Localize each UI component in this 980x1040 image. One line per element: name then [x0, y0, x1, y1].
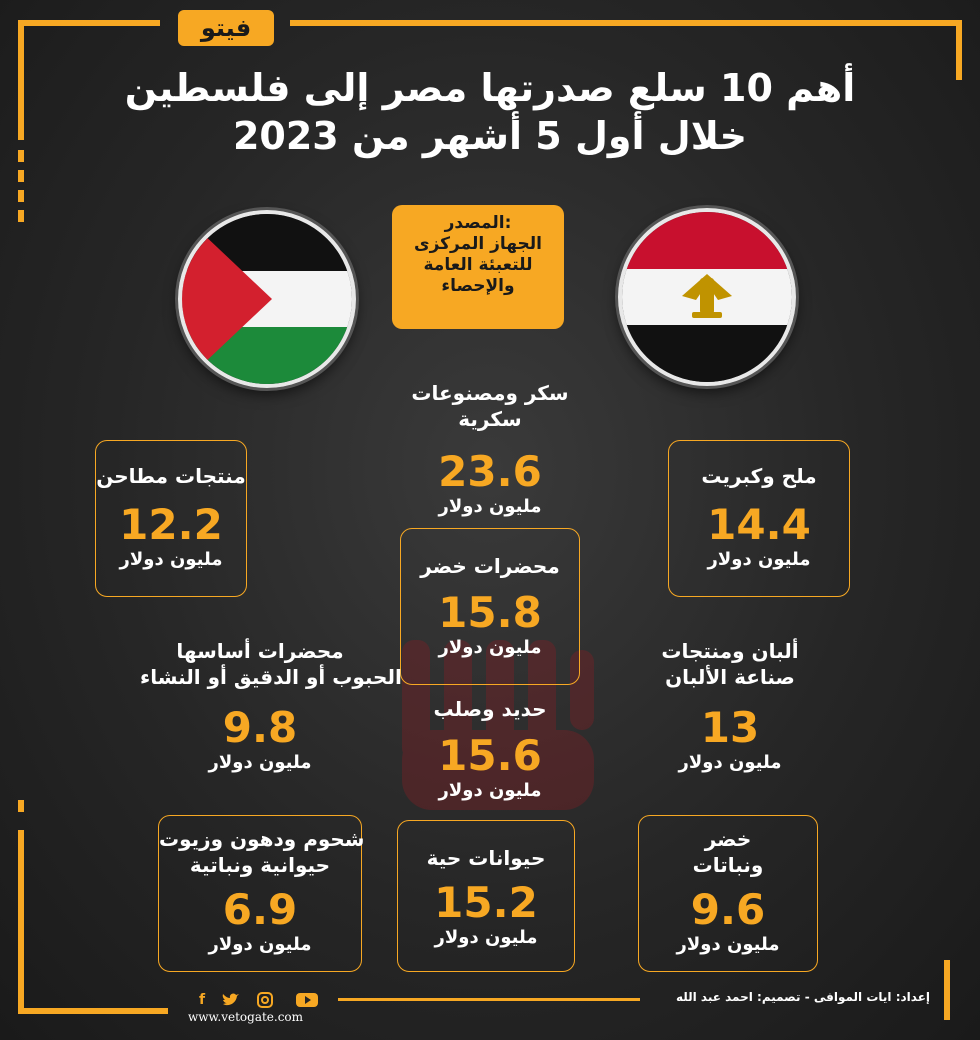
item-unit: مليون دولار: [434, 927, 538, 948]
frame-bottom-bar: [18, 1008, 168, 1014]
item-label: ألبان ومنتجات: [661, 639, 799, 663]
item-label: صناعة الألبان: [665, 665, 795, 689]
item-value: 13: [700, 703, 760, 752]
instagram-icon[interactable]: [256, 992, 274, 1008]
frame-left-bar: [18, 20, 24, 140]
frame-right-bottom-bar: [944, 960, 950, 1020]
twitter-icon[interactable]: [222, 992, 240, 1008]
item-mill-products: منتجات مطاحن 12.2 مليون دولار: [95, 440, 247, 597]
item-cereal-preparations: محضرات أساسها الحبوب أو الدقيق أو النشاء…: [140, 638, 402, 774]
item-unit: مليون دولار: [208, 934, 312, 955]
item-label: حديد وصلب: [433, 697, 547, 721]
frame-left-dash: [18, 170, 24, 182]
frame-left-bottom-bar: [18, 830, 24, 1010]
frame-left-dash: [18, 210, 24, 222]
title-line-2: خلال أول 5 أشهر من 2023: [232, 114, 748, 158]
item-value: 9.8: [222, 703, 298, 752]
item-value: 6.9: [222, 885, 298, 934]
item-value: 15.6: [438, 731, 542, 780]
item-unit: مليون دولار: [678, 752, 782, 773]
item-iron-steel: حديد وصلب 15.6 مليون دولار: [390, 696, 590, 802]
source-line-2: للتعبئة العامة: [423, 255, 533, 275]
source-line-1: الجهاز المركزى: [414, 234, 542, 254]
item-label: ملح وكبريت: [701, 464, 817, 488]
frame-top-bar: [18, 20, 160, 26]
egypt-flag: [618, 208, 796, 386]
frame-top-bar-right: [290, 20, 962, 26]
item-value: 12.2: [119, 500, 223, 549]
item-value: 15.8: [438, 588, 542, 637]
palestine-flag: [178, 210, 356, 388]
item-unit: مليون دولار: [707, 549, 811, 570]
item-unit: مليون دولار: [438, 780, 542, 801]
item-unit: مليون دولار: [119, 549, 223, 570]
item-vegetables-plants: خضر ونباتات 9.6 مليون دولار: [638, 815, 818, 972]
watermark-hand-icon: [402, 640, 594, 810]
source-label: المصدر:: [444, 213, 512, 233]
item-value: 15.2: [434, 878, 538, 927]
facebook-icon[interactable]: f: [198, 992, 206, 1008]
frame-left-dash: [18, 190, 24, 202]
item-sugar: سكر ومصنوعات سكرية 23.6 مليون دولار: [380, 380, 600, 518]
frame-right-bar: [956, 20, 962, 80]
source-line-3: والإحصاء: [441, 276, 515, 296]
item-value: 14.4: [707, 500, 811, 549]
frame-left-bottom-dash: [18, 800, 24, 812]
source-box: المصدر: الجهاز المركزى للتعبئة العامة وا…: [392, 205, 564, 329]
footer-divider: [338, 998, 640, 1001]
item-label: خضر: [704, 827, 752, 851]
item-fats-oils: شحوم ودهون وزيوت حيوانية ونباتية 6.9 ملي…: [158, 815, 365, 972]
item-label: حيوانات حية: [426, 846, 546, 870]
item-salt-sulfur: ملح وكبريت 14.4 مليون دولار: [668, 440, 850, 597]
website-url[interactable]: www.vetogate.com: [188, 1010, 304, 1024]
item-label: محضرات أساسها: [176, 639, 344, 663]
item-unit: مليون دولار: [438, 496, 542, 517]
item-live-animals: حيوانات حية 15.2 مليون دولار: [397, 820, 575, 972]
item-label: سكرية: [458, 407, 522, 431]
item-label: محضرات خضر: [420, 554, 560, 578]
item-label: شحوم ودهون وزيوت: [159, 827, 365, 851]
item-value: 23.6: [438, 447, 542, 496]
frame-left-dash: [18, 150, 24, 162]
title-line-1: أهم 10 سلع صدرتها مصر إلى فلسطين: [124, 66, 856, 110]
item-dairy: ألبان ومنتجات صناعة الألبان 13 مليون دول…: [630, 638, 830, 774]
item-label: سكر ومصنوعات: [411, 381, 569, 405]
item-unit: مليون دولار: [208, 752, 312, 773]
item-vegetable-preparations: محضرات خضر 15.8 مليون دولار: [400, 528, 580, 685]
item-unit: مليون دولار: [438, 637, 542, 658]
item-label: الحبوب أو الدقيق أو النشاء: [140, 665, 402, 689]
item-label: منتجات مطاحن: [96, 464, 246, 488]
item-unit: مليون دولار: [676, 934, 780, 955]
item-label: ونباتات: [692, 853, 764, 877]
brand-logo: فيتو: [178, 10, 274, 46]
youtube-icon[interactable]: [296, 992, 318, 1008]
item-value: 9.6: [690, 885, 766, 934]
item-label: حيوانية ونباتية: [189, 853, 331, 877]
credits: إعداد: ايات الموافى - تصميم: احمد عبد ال…: [675, 990, 930, 1004]
